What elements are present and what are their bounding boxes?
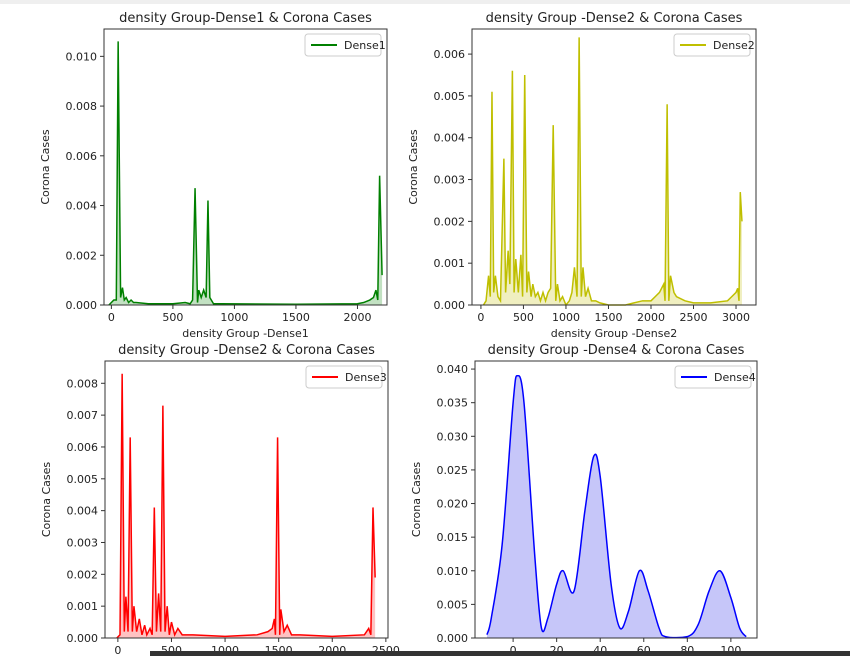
horizontal-scrollbar[interactable] [150,651,850,656]
y-tick-label: 0.005 [67,473,99,486]
y-tick-label: 0.020 [437,498,469,511]
x-tick-label: 1000 [220,311,248,324]
x-tick-label: 500 [513,311,534,324]
y-axis-label: Corona Cases [39,129,52,205]
series-line-Dense4 [486,374,747,639]
legend-box [304,33,382,57]
y-tick-label: 0.035 [437,397,469,410]
y-tick-label: 0.005 [437,598,469,611]
subplot-title: density Group-Dense1 & Corona Cases [119,11,372,26]
x-axis-label: density Group -Dense2 [551,327,678,340]
x-tick-label: 2000 [637,311,665,324]
legend-label: Dense2 [713,39,755,52]
x-tick-label: 0 [114,644,121,656]
y-tick-label: 0.000 [437,632,469,645]
y-tick-label: 0.040 [437,363,469,376]
y-axis-label: Corona Cases [407,129,420,205]
y-tick-label: 0.010 [437,565,469,578]
legend-label: Dense1 [344,39,386,52]
y-tick-label: 0.015 [437,531,469,544]
y-tick-label: 0.008 [66,100,98,113]
y-tick-label: 0.004 [66,200,98,213]
y-tick-label: 0.001 [434,257,466,270]
y-tick-label: 0.003 [434,174,466,187]
x-tick-label: 0 [108,311,115,324]
y-axis-label: Corona Cases [40,462,53,538]
y-tick-label: 0.007 [67,409,99,422]
x-tick-label: 0 [477,311,484,324]
axes-frame [474,360,758,639]
subplot-4: 0 20 40 60 80 1000.0000.0050.0100.0150.0200.0… [410,343,758,656]
y-tick-label: 0.005 [434,90,466,103]
series-line-Dense1 [108,41,383,306]
y-tick-label: 0.000 [434,299,466,312]
legend-box [673,33,751,57]
x-tick-label: 0 [510,644,517,656]
series-line-Dense2 [482,37,743,307]
y-tick-label: 0.006 [67,441,99,454]
y-tick-label: 0.001 [67,600,99,613]
x-tick-label: 1500 [594,311,622,324]
y-tick-label: 0.008 [67,377,99,390]
axes-frame [104,360,389,639]
y-tick-label: 0.006 [434,48,466,61]
legend-box [305,365,383,389]
window-top-strip [0,0,850,4]
y-axis-label: Corona Cases [410,462,423,538]
x-tick-label: 3000 [722,311,750,324]
y-tick-label: 0.004 [67,505,99,518]
x-tick-label: 500 [162,311,183,324]
x-tick-label: 1500 [282,311,310,324]
legend-label: Dense3 [345,371,387,384]
y-tick-label: 0.002 [67,568,99,581]
series-fill-Dense1 [108,41,383,305]
x-tick-label: 2500 [680,311,708,324]
axes-frame [471,28,757,306]
series-line-Dense3 [116,373,376,639]
subplot-2: 0 500 1000 1500 2000 2500 3000 0.000 0.001 0.002 0… [407,11,757,340]
legend-box [674,365,752,389]
x-tick-label: 1000 [552,311,580,324]
y-tick-label: 0.000 [66,299,98,312]
subplot-title: density Group -Dense4 & Corona Cases [488,343,745,358]
y-tick-label: 0.000 [67,632,99,645]
y-tick-label: 0.006 [66,150,98,163]
y-tick-label: 0.003 [67,536,99,549]
y-tick-label: 0.025 [437,464,469,477]
subplot-1: 0 500 1000 1500 2000 0.000 0.002 0.004 0.006 0.00… [39,11,388,340]
subplot-title: density Group -Dense2 & Corona Cases [118,343,375,358]
y-tick-label: 0.010 [66,50,98,63]
x-axis-label: density Group -Dense1 [182,327,309,340]
axes-frame [103,28,388,306]
subplot-title: density Group -Dense2 & Corona Cases [486,11,743,26]
y-tick-label: 0.002 [434,215,466,228]
legend-label: Dense4 [714,371,756,384]
y-tick-label: 0.004 [434,132,466,145]
x-tick-label: 2000 [343,311,371,324]
y-tick-label: 0.030 [437,430,469,443]
y-tick-label: 0.002 [66,249,98,262]
series-fill-Dense4 [486,375,747,638]
subplot-3: 0 500 1000 1500 2000 25000.0000.0010.0020.003… [40,343,400,656]
